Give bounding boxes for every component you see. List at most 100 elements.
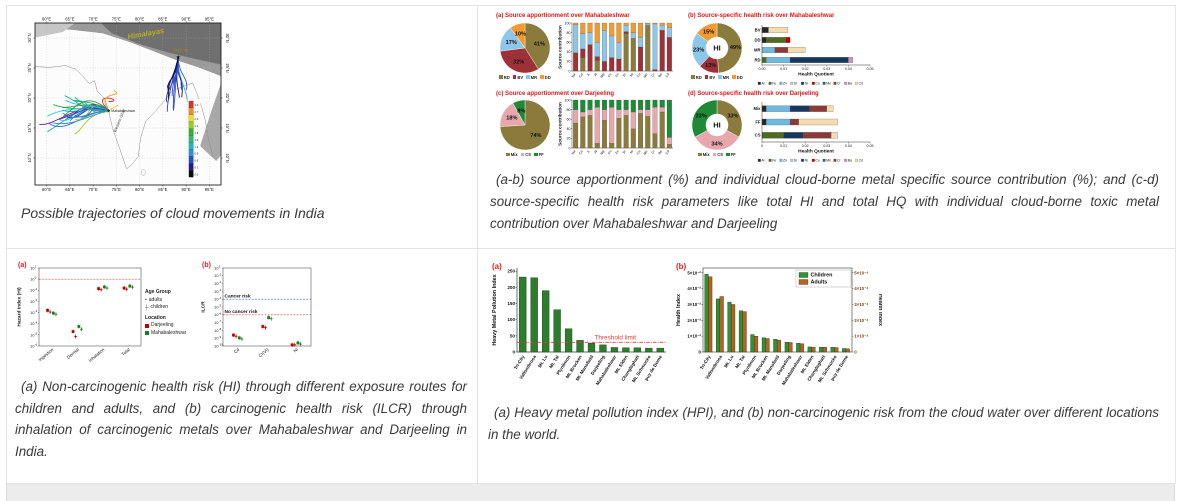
svg-text:13%: 13% — [705, 63, 716, 69]
panel-b-title: (b) Source-specific health risk over Mah… — [688, 13, 835, 19]
svg-text:Health Index: Health Index — [877, 294, 882, 326]
svg-text:20°N: 20°N — [225, 93, 230, 102]
svg-text:Ingestion: Ingestion — [38, 347, 55, 363]
svg-text:Ba: Ba — [848, 159, 852, 163]
svg-text:Sr: Sr — [622, 149, 628, 155]
trajectory-map-figure: Himalayas ★ Mahabaleshwar ★ Darjeeling Wester… — [21, 15, 469, 197]
svg-text:Cr: Cr — [837, 159, 841, 163]
svg-text:Al: Al — [761, 81, 764, 85]
svg-text:0.9: 0.9 — [194, 152, 198, 156]
svg-text:-8: -8 — [219, 327, 222, 331]
svg-text:4×10⁻⁴: 4×10⁻⁴ — [854, 286, 868, 291]
svg-text:Mt. Tai: Mt. Tai — [734, 354, 746, 369]
svg-text:34%: 34% — [711, 141, 722, 147]
svg-text:RD: RD — [754, 57, 760, 62]
svg-text:Zn: Zn — [783, 81, 787, 85]
svg-text:FF: FF — [755, 120, 761, 125]
trajectory-map-image: Himalayas ★ Mahabaleshwar ★ Darjeeling Wester… — [21, 15, 469, 197]
svg-text:Total: Total — [121, 347, 131, 357]
svg-text:-7: -7 — [219, 319, 222, 323]
svg-text:40: 40 — [567, 127, 571, 131]
health-risk-caption: (a) Non-carcinogenic health risk (HI) th… — [15, 379, 467, 460]
legend-risk-mahabaleshwar: RD BV MR DD — [691, 75, 743, 80]
svg-text:10°N: 10°N — [27, 153, 32, 162]
svg-text:Mix: Mix — [754, 106, 762, 111]
svg-text:0.05: 0.05 — [867, 144, 874, 148]
svg-text:1.5: 1.5 — [194, 138, 198, 142]
svg-text:Cu: Cu — [815, 81, 819, 85]
figures-table: Himalayas ★ Mahabaleshwar ★ Darjeeling Wester… — [6, 5, 1176, 484]
svg-text:Fe: Fe — [772, 81, 776, 85]
svg-text:Na: Na — [571, 150, 577, 156]
svg-text:200: 200 — [507, 285, 515, 290]
svg-text:80°E: 80°E — [135, 17, 144, 22]
donut-risk-mahabaleshwar: 49% 13% 23% 15% HI — [690, 21, 744, 75]
svg-text:Mahabaleshwar: Mahabaleshwar — [111, 109, 136, 113]
svg-text:2×10⁻⁴: 2×10⁻⁴ — [854, 318, 868, 323]
svg-text:Al: Al — [593, 149, 598, 154]
svg-text:10%: 10% — [515, 31, 526, 37]
svg-text:10: 10 — [214, 298, 218, 302]
svg-text:80°E: 80°E — [135, 187, 144, 192]
svg-text:Mn: Mn — [643, 72, 649, 78]
svg-text:10: 10 — [214, 344, 218, 348]
svg-text:-5: -5 — [35, 331, 38, 335]
svg-text:10: 10 — [214, 305, 218, 309]
legend-item: CS — [520, 152, 531, 157]
svg-text:Ba: Ba — [848, 81, 852, 85]
svg-text:MR: MR — [754, 47, 761, 52]
hbar-risk-darjeeling: Mix FF CS 0 0.01 0.02 0.03 0.04 0.05 Health Quoti… — [749, 98, 879, 164]
svg-text:70°E: 70°E — [89, 187, 98, 192]
svg-text:Zn: Zn — [783, 159, 787, 163]
svg-text:Zn: Zn — [614, 150, 619, 156]
scatter-ilcr: 10 0 10 -1 10 -2 10 -3 10 -4 10 -5 10 -6 10 -7 10 -8 10 -9 1… — [199, 259, 315, 371]
svg-text:75°E: 75°E — [112, 17, 121, 22]
svg-text:0.02: 0.02 — [802, 67, 809, 71]
legend-item: RD — [691, 75, 702, 80]
svg-text:Hazard Index (HI): Hazard Index (HI) — [17, 287, 23, 327]
legend-item: Mix — [698, 152, 710, 157]
svg-text:3×10⁻⁴: 3×10⁻⁴ — [854, 302, 868, 307]
svg-text:10: 10 — [30, 266, 34, 270]
health-risk-figure: 10 1 10 0 10 -1 10 -2 10 -3 10 -4 10 -5 10 -6 Hazard Ind… — [15, 259, 467, 371]
svg-text:Cd: Cd — [233, 347, 241, 355]
svg-text:Cd: Cd — [859, 81, 863, 85]
svg-text:Al: Al — [593, 72, 598, 77]
legend-item: CS — [712, 152, 723, 157]
donut-risk-darjeeling: 33% 34% 33% HI — [690, 98, 744, 152]
svg-text:25°N: 25°N — [27, 63, 32, 72]
cell-health-risk: 10 1 10 0 10 -1 10 -2 10 -3 10 -4 10 -5 10 -6 Hazard Ind… — [7, 249, 478, 484]
svg-text:0.00: 0.00 — [759, 67, 766, 71]
svg-text:10: 10 — [214, 337, 218, 341]
cell-hpi: 0 50 100 150 200 250 Heavy Metal Pollution Ind… — [478, 249, 1176, 484]
svg-text:10: 10 — [214, 266, 218, 270]
svg-text:-9: -9 — [219, 335, 222, 339]
svg-text:-10: -10 — [219, 343, 223, 347]
svg-text:Cr: Cr — [651, 149, 657, 155]
svg-text:3.0: 3.0 — [194, 103, 198, 107]
svg-text:Mn: Mn — [643, 150, 649, 156]
svg-text:Sr: Sr — [794, 159, 798, 163]
svg-text:Ni: Ni — [805, 81, 808, 85]
svg-text:Adults: Adults — [811, 280, 828, 286]
svg-text:10: 10 — [30, 344, 34, 348]
svg-text:0: 0 — [761, 144, 763, 148]
svg-text:0: 0 — [569, 146, 571, 150]
svg-text:Ni: Ni — [629, 72, 634, 77]
svg-text:Source contribution: Source contribution — [558, 25, 563, 69]
svg-text:30°N: 30°N — [225, 33, 230, 42]
legend-item: FF — [534, 152, 544, 157]
svg-text:K: K — [586, 71, 591, 76]
svg-text:Children: Children — [811, 273, 833, 279]
svg-text:-6: -6 — [35, 343, 38, 347]
svg-text:20: 20 — [567, 137, 571, 141]
svg-text:33%: 33% — [727, 114, 738, 120]
svg-text:0.3: 0.3 — [194, 166, 198, 170]
svg-text:17%: 17% — [506, 39, 517, 45]
svg-text:Fe: Fe — [772, 159, 776, 163]
svg-text:Ca: Ca — [578, 72, 584, 78]
svg-text:20°N: 20°N — [27, 93, 32, 102]
svg-text:10: 10 — [214, 321, 218, 325]
svg-text:1×10⁻⁴: 1×10⁻⁴ — [854, 334, 868, 339]
